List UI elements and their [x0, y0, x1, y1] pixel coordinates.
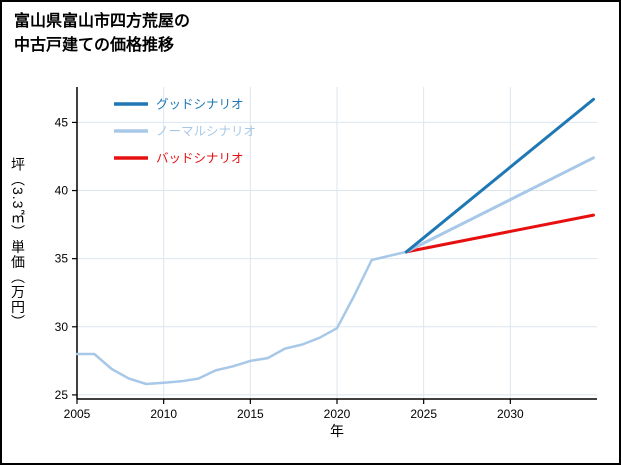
- x-tick-label: 2005: [64, 407, 91, 421]
- chart-title: 富山県富山市四方荒屋の 中古戸建ての価格推移: [14, 10, 190, 58]
- y-tick-label: 45: [55, 115, 69, 129]
- x-tick-label: 2030: [497, 407, 524, 421]
- y-axis-label: 坪（3.3㎡）単価（万円）: [10, 156, 26, 330]
- x-tick-label: 2010: [150, 407, 177, 421]
- y-tick-label: 35: [55, 252, 69, 266]
- y-tick-label: 40: [55, 184, 69, 198]
- series-line-good: [404, 97, 595, 254]
- x-tick-label: 2015: [237, 407, 264, 421]
- y-tick-label: 25: [55, 388, 69, 402]
- legend-label-good: グッドシナリオ: [156, 98, 244, 112]
- legend-label-normal: ノーマルシナリオ: [156, 125, 256, 139]
- series-line-historical: [75, 250, 408, 386]
- x-tick-label: 2020: [324, 407, 351, 421]
- chart-title-line1: 富山県富山市四方荒屋の: [14, 13, 191, 30]
- x-axis-label: 年: [330, 423, 344, 439]
- series-line-normal: [404, 156, 595, 254]
- y-tick-label: 30: [55, 320, 69, 334]
- chart-title-line2: 中古戸建ての価格推移: [14, 37, 175, 54]
- series-line-bad: [404, 213, 595, 254]
- legend-label-bad: バッドシナリオ: [156, 152, 244, 166]
- x-tick-label: 2025: [410, 407, 437, 421]
